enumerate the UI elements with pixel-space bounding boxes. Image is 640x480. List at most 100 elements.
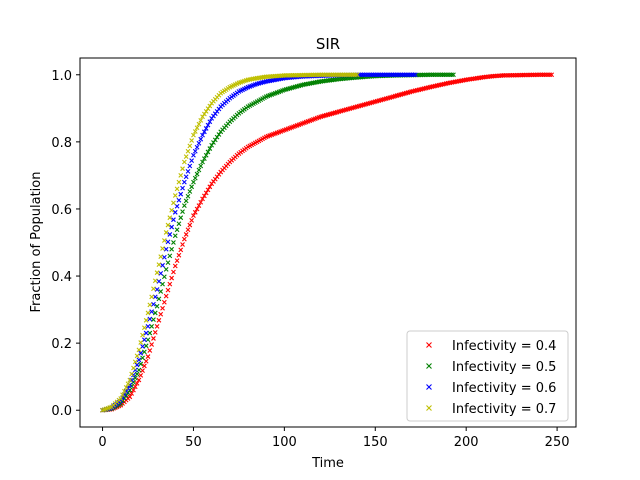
x-tick-label: 250 — [545, 435, 570, 450]
data-point — [131, 365, 136, 371]
data-point — [191, 152, 196, 158]
y-tick-label: 0.2 — [51, 337, 72, 352]
data-point — [525, 72, 531, 78]
data-point — [132, 375, 138, 381]
data-point — [294, 72, 300, 78]
data-point — [149, 323, 155, 329]
data-point — [200, 114, 205, 120]
data-point — [305, 72, 311, 78]
data-point — [436, 72, 442, 78]
data-point — [392, 72, 398, 78]
data-point — [121, 388, 127, 394]
data-point — [141, 349, 147, 355]
data-point — [211, 140, 216, 145]
data-point — [176, 179, 182, 185]
data-point — [369, 72, 375, 78]
data-point — [365, 72, 371, 78]
data-point — [147, 330, 153, 336]
data-point — [178, 191, 184, 197]
data-point — [151, 317, 156, 323]
data-point — [514, 72, 520, 78]
data-point — [165, 239, 171, 245]
data-point — [334, 72, 340, 78]
data-point — [385, 72, 391, 78]
data-point — [158, 289, 164, 294]
data-point — [136, 377, 142, 383]
data-point — [161, 238, 167, 243]
data-point — [183, 154, 189, 160]
data-point — [160, 262, 165, 268]
data-point — [198, 199, 204, 205]
data-point — [171, 240, 176, 245]
data-point — [336, 72, 342, 78]
data-point — [518, 72, 524, 78]
data-point — [409, 72, 415, 78]
data-point — [147, 302, 153, 308]
data-point — [407, 72, 413, 78]
data-point — [178, 173, 184, 178]
data-point — [140, 355, 145, 361]
data-point — [187, 189, 193, 194]
y-tick-label: 0.6 — [51, 203, 72, 218]
data-point — [531, 72, 536, 78]
data-point — [205, 187, 211, 193]
data-point — [391, 72, 396, 78]
data-point — [152, 330, 158, 335]
data-point — [427, 72, 433, 78]
data-point — [543, 72, 549, 78]
data-point — [440, 72, 445, 78]
data-point — [434, 72, 440, 78]
data-point — [196, 121, 202, 127]
data-point — [160, 246, 165, 251]
data-point — [347, 72, 353, 78]
data-point — [136, 357, 142, 363]
data-point — [152, 294, 158, 300]
data-point — [500, 73, 505, 78]
data-point — [374, 72, 380, 78]
data-point — [152, 310, 158, 316]
data-point — [136, 367, 142, 373]
data-point — [187, 222, 193, 228]
data-point — [527, 72, 533, 78]
data-point — [185, 148, 191, 154]
chart-title: SIR — [316, 35, 340, 53]
legend-marker — [426, 363, 432, 369]
data-point — [141, 363, 147, 369]
data-point — [205, 122, 211, 128]
data-point — [398, 72, 404, 78]
data-point — [291, 72, 296, 78]
data-point — [292, 72, 298, 78]
data-point — [174, 203, 180, 209]
data-point — [145, 337, 151, 343]
data-point — [203, 108, 209, 114]
data-point — [205, 149, 211, 155]
data-point — [125, 381, 131, 387]
data-point — [172, 193, 178, 198]
legend-entry: Infectivity = 0.6 — [426, 381, 556, 396]
data-point — [163, 293, 169, 299]
data-point — [161, 274, 167, 280]
data-point — [351, 72, 356, 78]
data-point — [301, 72, 307, 78]
data-point — [207, 146, 213, 151]
data-point — [143, 317, 149, 323]
legend-box — [406, 330, 569, 422]
data-point — [138, 340, 144, 345]
data-point — [167, 215, 173, 221]
data-point — [307, 72, 313, 78]
data-point — [387, 72, 393, 78]
data-point — [545, 72, 551, 78]
data-point — [165, 222, 171, 228]
data-point — [141, 325, 147, 331]
data-point — [203, 190, 209, 196]
data-point — [207, 119, 213, 125]
legend-label: Infectivity = 0.4 — [452, 339, 556, 354]
data-point — [318, 72, 324, 78]
data-point — [212, 137, 218, 143]
data-point — [341, 72, 347, 78]
data-point — [127, 394, 133, 400]
data-point — [420, 72, 425, 78]
data-point — [372, 72, 378, 78]
data-point — [172, 263, 178, 269]
data-point — [151, 286, 156, 292]
